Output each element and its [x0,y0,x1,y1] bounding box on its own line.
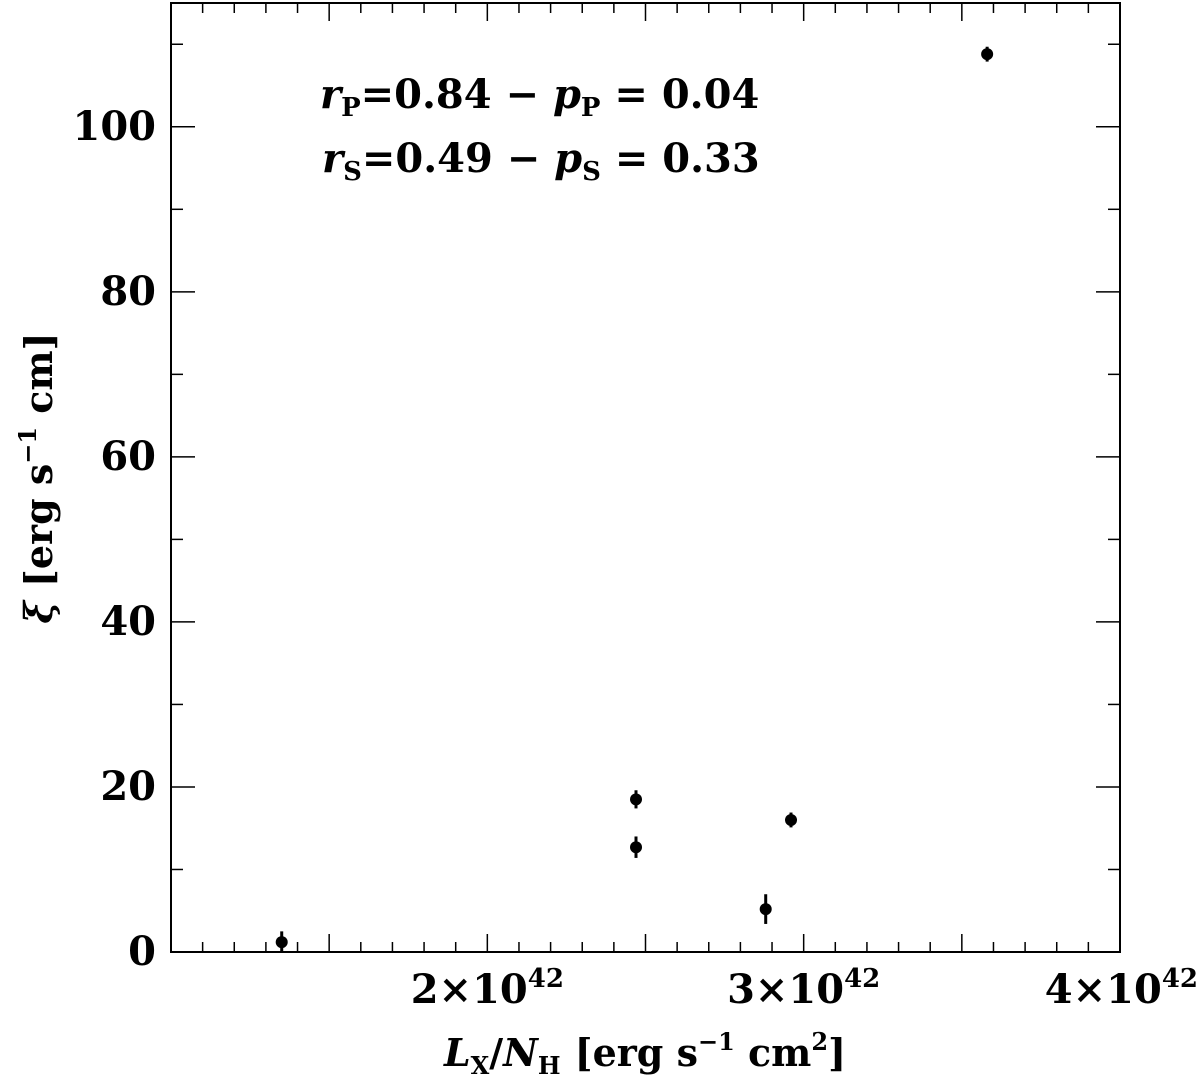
point-marker [981,48,994,61]
data-points [275,46,994,953]
x-tick-label: 2×1042 [411,964,564,1013]
data-point [759,894,772,924]
y-tick-label: 0 [128,928,156,975]
axis-ticks [171,3,1120,953]
y-tick-labels: 0 20 40 60 80 100 [73,103,157,975]
point-marker [785,813,798,826]
y-tick-label: 80 [100,268,156,315]
data-point [275,931,288,953]
y-tick-label: 40 [100,598,156,645]
y-axis-label: ξ[erg s−1 cm] [13,332,61,623]
y-tick-label: 60 [100,433,156,480]
y-tick-label: 20 [100,763,156,810]
point-marker [630,841,643,854]
point-marker [630,793,643,806]
point-marker [275,936,288,949]
data-point [981,46,994,62]
data-point [785,812,798,828]
spearman-annotation: rS=0.49 − pS = 0.33 [322,135,760,187]
point-marker [759,903,772,916]
y-tick-label: 100 [73,103,157,150]
x-tick-label: 3×1042 [727,964,880,1013]
data-point [630,836,643,858]
x-tick-label: 4×1042 [1045,964,1198,1013]
x-tick-labels: 2×1042 3×1042 4×1042 [411,964,1198,1013]
data-point [630,790,643,809]
pearson-annotation: rP=0.84 − pP = 0.04 [320,71,759,123]
x-axis-label: LX/NH [erg s−1 cm2] [443,1027,846,1080]
